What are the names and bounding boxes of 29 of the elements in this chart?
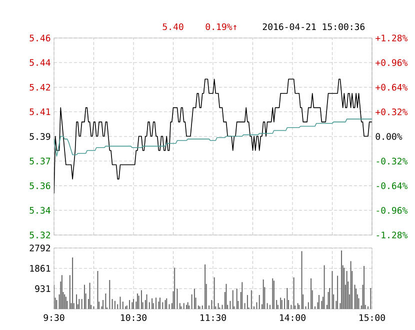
- y-tick-label: 5.36: [30, 182, 50, 190]
- y2-tick-label: -0.32%: [376, 158, 408, 165]
- y-tick-label: 5.42: [30, 84, 50, 91]
- y-tick-label: 5.32: [30, 232, 50, 238]
- y-tick-label: 931: [35, 285, 50, 292]
- y2-tick-label: +0.32%: [376, 108, 408, 116]
- y-tick-label: 5.39: [30, 133, 50, 140]
- y2-tick-label: +0.64%: [376, 84, 408, 91]
- y2-tick-label: -1.28%: [376, 232, 408, 238]
- x-tick-label: 15:00: [360, 314, 385, 322]
- y2-tick-label: -0.96%: [376, 206, 408, 214]
- y-tick-label: 5.41: [30, 108, 50, 116]
- x-tick-label: 14:00: [280, 314, 306, 322]
- text: 0.19%↑: [206, 23, 236, 30]
- text: 2016-04-21 15:00:36: [262, 23, 365, 30]
- y-tick-label: 5.44: [30, 59, 50, 66]
- y2-tick-label: 0.00%: [376, 133, 402, 140]
- y-tick-label: 2792: [30, 244, 50, 252]
- y-tick-label: 5.37: [30, 158, 50, 164]
- y-tick-label: 5.34: [30, 206, 50, 214]
- x-tick-label: 9:30: [44, 314, 64, 322]
- x-tick-label: 10:30: [121, 314, 146, 322]
- y-tick-label: 5.46: [30, 34, 50, 42]
- y2-tick-label: +0.96%: [376, 59, 408, 66]
- y2-tick-label: -0.64%: [376, 182, 408, 190]
- y-tick-label: 1861: [30, 264, 50, 272]
- y2-tick-label: +1.28%: [376, 34, 408, 42]
- x-tick-label: 11:30: [200, 314, 226, 322]
- text: 5.40: [162, 23, 184, 30]
